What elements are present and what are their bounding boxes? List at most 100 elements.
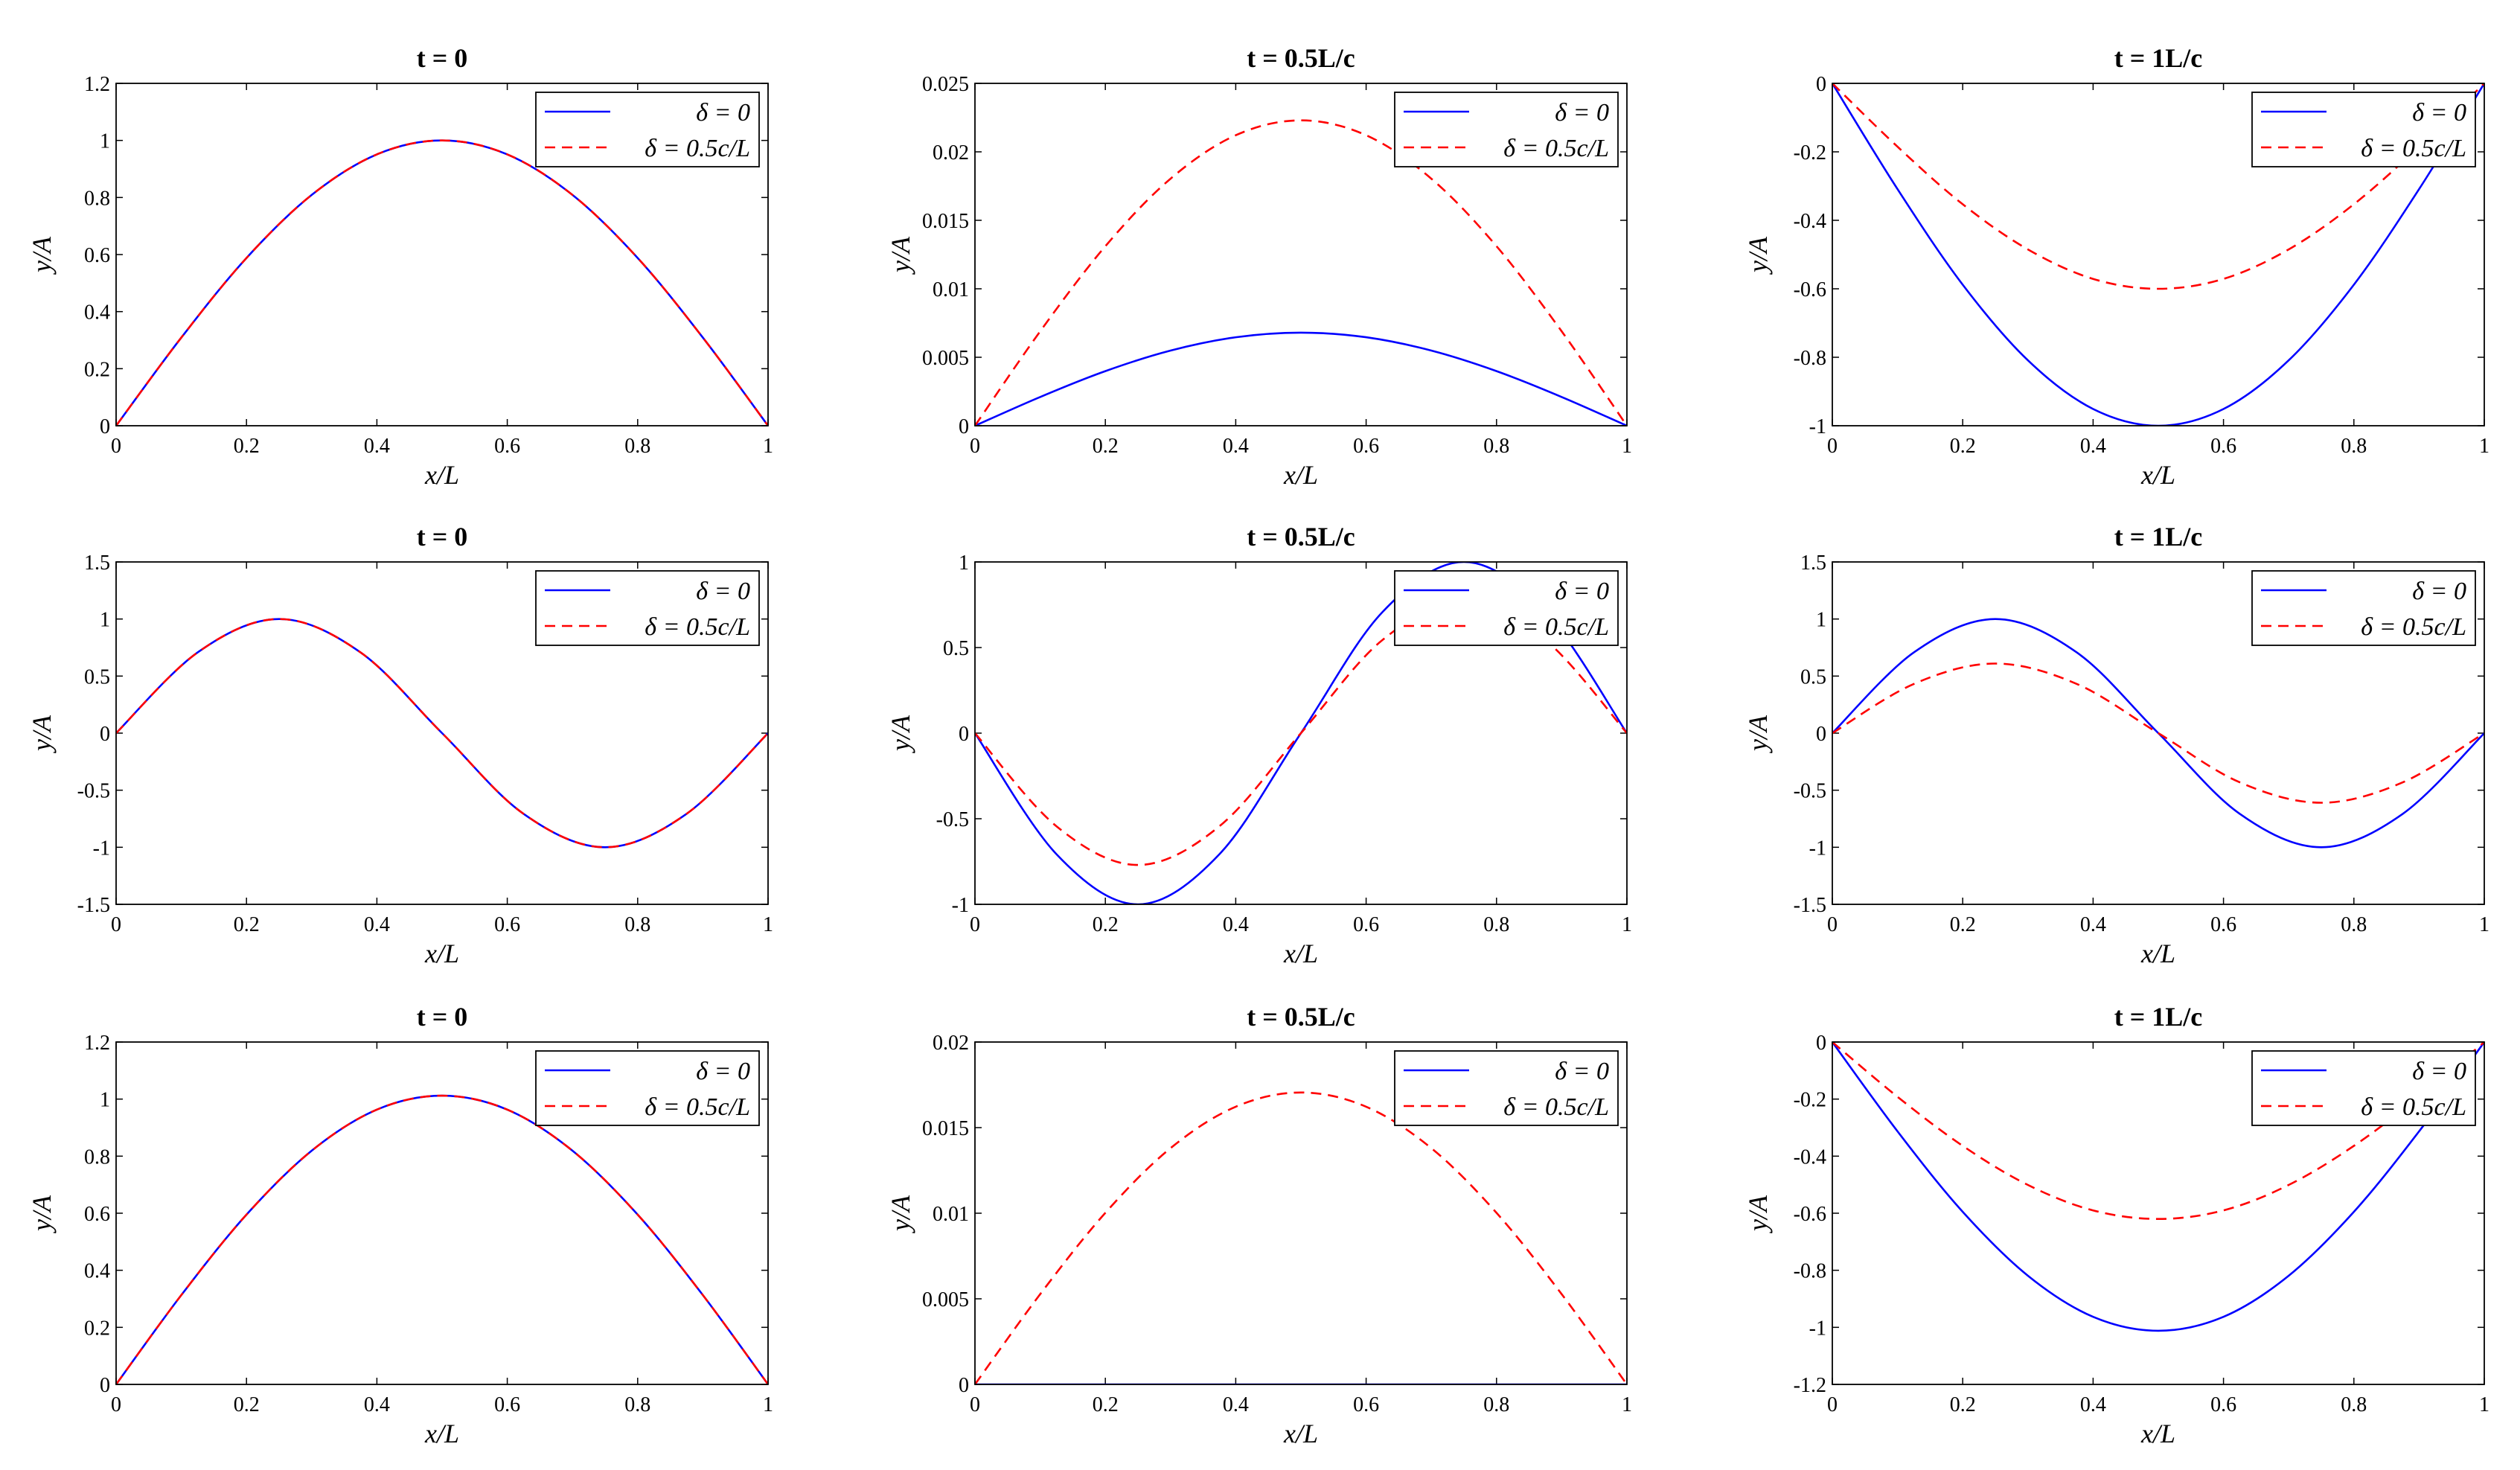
- subplot-title: t = 0: [417, 43, 468, 73]
- x-tick-label: 0.4: [1223, 435, 1249, 458]
- x-tick-label: 1: [763, 1393, 773, 1416]
- x-tick-label: 0.2: [1950, 1393, 1976, 1416]
- y-tick-label: 0.4: [84, 1260, 110, 1283]
- subplot-title: t = 0: [417, 1002, 468, 1032]
- y-tick-label: -0.4: [1794, 210, 1826, 233]
- legend: δ = 0 δ = 0.5c/L: [2251, 92, 2476, 167]
- axes-box: [974, 561, 1628, 905]
- y-tick-label: 1: [100, 609, 110, 632]
- x-tick-label: 0: [111, 913, 121, 936]
- legend-label: δ = 0: [2412, 578, 2466, 605]
- y-tick-label: 0: [100, 1374, 110, 1397]
- x-tick-label: 0.6: [1353, 913, 1379, 936]
- x-tick-label: 0.8: [624, 913, 650, 936]
- y-tick-label: -0.5: [936, 808, 969, 831]
- legend: δ = 0 δ = 0.5c/L: [535, 1050, 760, 1126]
- y-tick-label: 0.02: [933, 1032, 969, 1055]
- series-line-1: [116, 1094, 768, 1384]
- subplot-2-2: t = 0.5L/c 0 0.2 0.4 0.6 0.8 1 -1 -0.5 0 0.5 1 x/L y/…: [886, 522, 1632, 968]
- series-line-2: [1832, 83, 2484, 290]
- y-tick-label: 0: [1816, 73, 1826, 96]
- subplot-1-1: t = 0 0 0.2 0.4 0.6 0.8 1 0 0.2 0.4 0.6 0.8 1 1.2 x/L y…: [27, 43, 773, 490]
- legend-label: δ = 0: [696, 578, 750, 605]
- y-tick-label: -0.5: [77, 780, 110, 803]
- y-axis-label: y/A: [27, 236, 57, 275]
- subplot-title: t = 1L/c: [2114, 43, 2203, 73]
- y-tick-label: 0.4: [84, 301, 110, 325]
- y-tick-label: 0.005: [922, 347, 969, 370]
- legend-label: δ = 0.5c/L: [645, 613, 750, 641]
- legend: δ = 0 δ = 0.5c/L: [535, 570, 760, 646]
- x-tick-label: 0.6: [494, 913, 520, 936]
- legend-label: δ = 0: [1555, 99, 1609, 127]
- subplot-title: t = 0: [417, 522, 468, 552]
- y-tick-label: 0: [1816, 1032, 1826, 1055]
- y-tick-label: 0: [959, 415, 969, 438]
- y-tick-label: 1: [959, 552, 969, 575]
- legend-box: [2251, 570, 2476, 646]
- legend-label: δ = 0: [696, 99, 750, 127]
- legend-label: δ = 0: [2412, 1058, 2466, 1085]
- legend: δ = 0 δ = 0.5c/L: [1394, 570, 1619, 646]
- y-tick-label: 0.5: [84, 665, 110, 688]
- axes-box: [974, 83, 1628, 426]
- x-axis-label: x/L: [424, 939, 459, 968]
- legend-label: δ = 0.5c/L: [2361, 135, 2466, 162]
- y-tick-label: 0.015: [922, 210, 969, 233]
- legend-box: [535, 92, 760, 167]
- y-tick-label: -0.6: [1794, 278, 1826, 301]
- x-tick-label: 0.8: [2341, 1393, 2367, 1416]
- series-line-2: [1832, 1042, 2484, 1221]
- x-tick-label: 0.6: [1353, 435, 1379, 458]
- y-tick-label: 0: [1816, 723, 1826, 746]
- x-axis-label: x/L: [1283, 460, 1318, 490]
- x-tick-label: 1: [2479, 1393, 2489, 1416]
- y-tick-label: 1.5: [84, 552, 110, 575]
- x-tick-label: 0: [970, 1393, 980, 1416]
- x-tick-label: 1: [2479, 913, 2489, 936]
- legend: δ = 0 δ = 0.5c/L: [2251, 1050, 2476, 1126]
- y-tick-label: 0.2: [84, 358, 110, 381]
- y-tick-label: -0.5: [1794, 780, 1826, 803]
- x-tick-label: 0.4: [364, 435, 390, 458]
- y-tick-label: -0.2: [1794, 141, 1826, 164]
- legend-label: δ = 0.5c/L: [1503, 135, 1609, 162]
- series-line-1: [975, 331, 1627, 426]
- x-tick-label: 0.4: [2080, 913, 2106, 936]
- legend-label: δ = 0.5c/L: [645, 135, 750, 162]
- y-tick-label: 1.5: [1800, 552, 1826, 575]
- y-tick-label: 0: [959, 1374, 969, 1397]
- series-line-2: [975, 1091, 1627, 1384]
- y-tick-label: 0.6: [84, 244, 110, 267]
- x-tick-label: 1: [1622, 435, 1632, 458]
- legend: δ = 0 δ = 0.5c/L: [535, 92, 760, 167]
- y-tick-label: 0.5: [1800, 665, 1826, 688]
- x-tick-label: 0: [970, 435, 980, 458]
- y-tick-label: -0.6: [1794, 1203, 1826, 1226]
- x-tick-label: 0.4: [364, 913, 390, 936]
- legend-label: δ = 0.5c/L: [2361, 613, 2466, 641]
- subplot-1-3: t = 1L/c 0 0.2 0.4 0.6 0.8 1 -1 -0.8 -0.6 -0.4 -0.2…: [1743, 43, 2489, 490]
- series-line-1: [1832, 1042, 2484, 1332]
- y-tick-label: -1: [93, 837, 110, 860]
- series-line-1: [1832, 83, 2484, 426]
- x-tick-label: 0.8: [1483, 435, 1509, 458]
- y-tick-label: -0.8: [1794, 347, 1826, 370]
- legend: δ = 0 δ = 0.5c/L: [1394, 92, 1619, 167]
- y-tick-label: -1.5: [1794, 894, 1826, 917]
- x-tick-label: 1: [2479, 435, 2489, 458]
- y-tick-label: -0.2: [1794, 1089, 1826, 1112]
- legend-label: δ = 0.5c/L: [1503, 1093, 1609, 1121]
- subplot-1-2: t = 0.5L/c 0 0.2 0.4 0.6 0.8 1 0 0.005 0.01 0.015 0…: [886, 43, 1632, 490]
- legend-box: [535, 570, 760, 646]
- x-tick-label: 0.2: [1950, 435, 1976, 458]
- x-tick-label: 0: [111, 435, 121, 458]
- x-tick-label: 1: [1622, 1393, 1632, 1416]
- subplot-title: t = 0.5L/c: [1247, 1002, 1355, 1032]
- subplot-title: t = 1L/c: [2114, 1002, 2203, 1032]
- y-tick-label: 1.2: [84, 1032, 110, 1055]
- y-tick-label: 0.015: [922, 1117, 969, 1140]
- legend-label: δ = 0: [1555, 1058, 1609, 1085]
- x-tick-label: 0.6: [2210, 913, 2236, 936]
- y-tick-label: 0.8: [84, 187, 110, 210]
